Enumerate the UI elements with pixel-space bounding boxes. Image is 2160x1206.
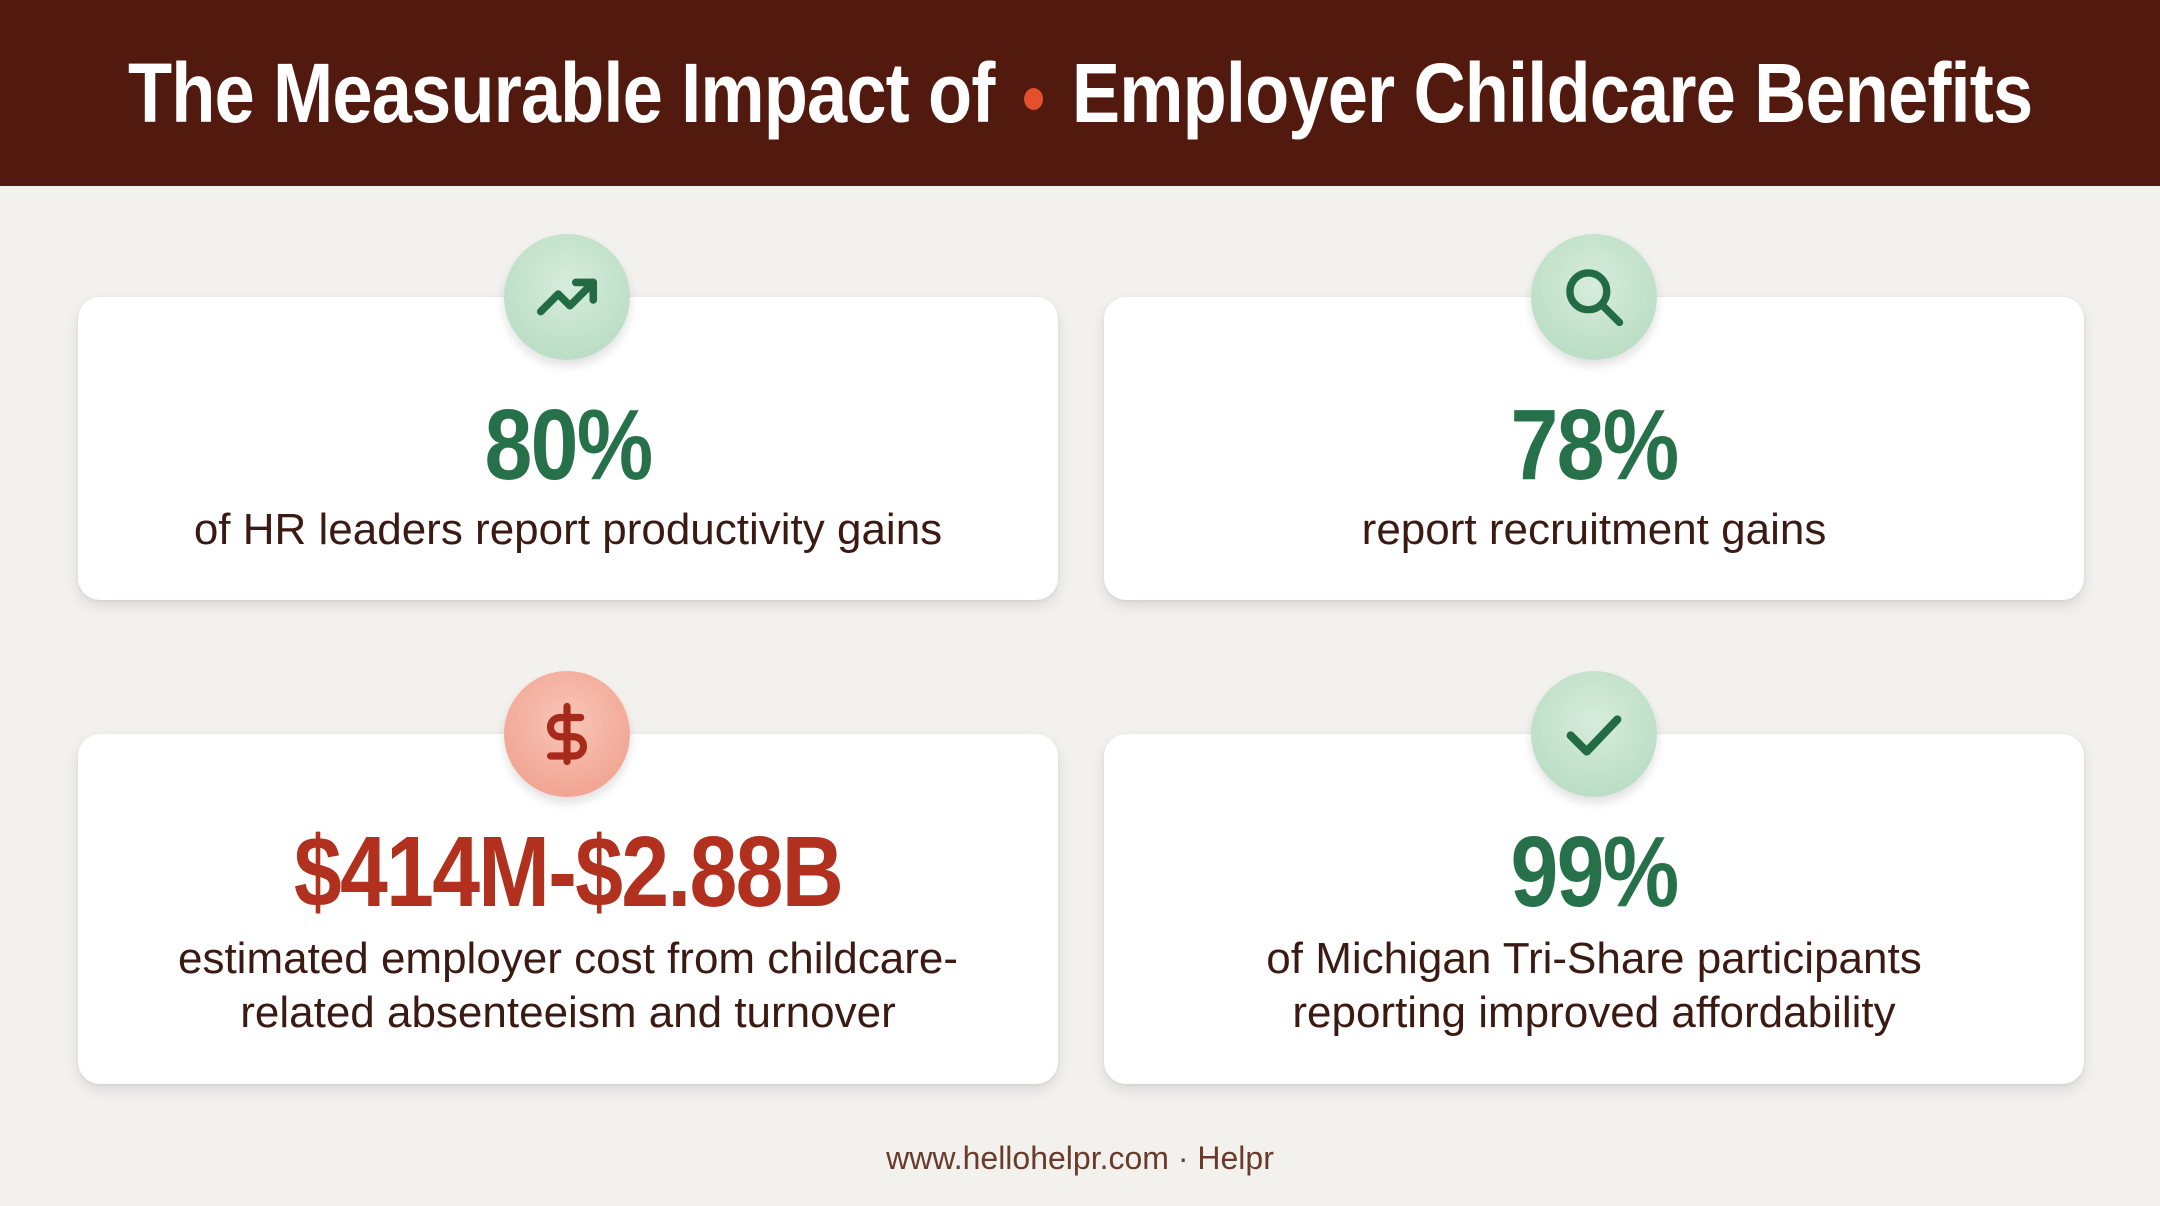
stat-value: 99% [1510,816,1680,928]
search-badge [1531,234,1657,360]
stat-description: of Michigan Tri-Share participants repor… [1124,932,2064,1040]
stat-value: 78% [1510,389,1680,501]
title-part-1: The Measurable Impact of [127,45,995,140]
checkmark-badge [1531,671,1657,797]
checkmark-icon [1566,715,1622,756]
dollar-icon [546,702,588,766]
trending-up-badge [504,234,630,360]
stat-description-line-1: of Michigan Tri-Share participants [1266,934,1922,983]
stat-description: report recruitment gains [1361,505,1827,554]
search-icon [1566,269,1624,327]
title-separator-dot [1023,88,1043,110]
stat-description-line-2: reporting improved affordability [1292,988,1896,1037]
footer-source: www.hellohelpr.com · Helpr [886,1140,1274,1176]
page-title: The Measurable Impact of Employer Childc… [127,45,2033,142]
stat-description-line-2: related absenteeism and turnover [240,988,896,1037]
stat-description: of HR leaders report productivity gains [193,505,943,554]
dollar-badge [504,671,630,797]
header-banner: The Measurable Impact of Employer Childc… [0,0,2160,186]
trending-up-icon [536,278,598,316]
title-part-2: Employer Childcare Benefits [1071,45,2033,140]
stat-value: $414M-$2.88B [293,816,844,928]
stat-description-line-1: estimated employer cost from childcare- [177,934,959,983]
stat-value: 80% [484,389,654,501]
stat-description: estimated employer cost from childcare- … [98,932,1038,1040]
